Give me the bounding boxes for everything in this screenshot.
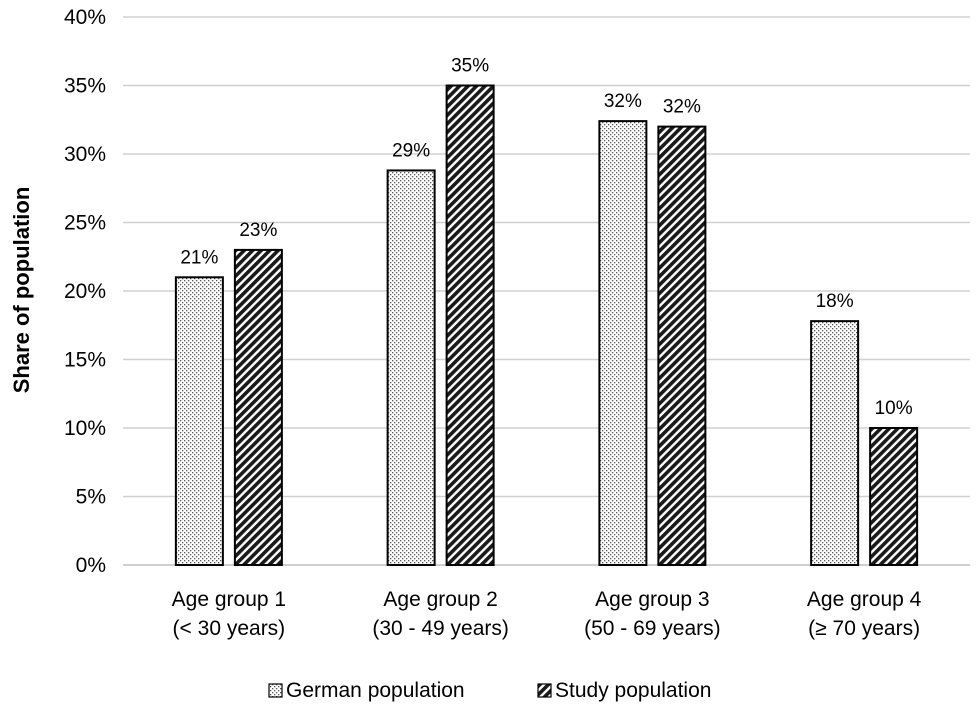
data-label-german-group-1: 21% xyxy=(180,247,218,268)
bar-study-group-3 xyxy=(657,125,707,566)
y-tick-label-1: 5% xyxy=(76,486,106,509)
y-axis-ticks: 0% 5% 10% 15% 20% 25% 30% 35% 40% xyxy=(64,6,106,577)
data-label-german-group-4: 18% xyxy=(816,291,854,312)
category-label-1: Age group 1 xyxy=(172,588,286,611)
data-label-study-group-3: 32% xyxy=(663,97,701,118)
y-axis-label: Share of population xyxy=(9,187,34,394)
legend-label-german: German population xyxy=(286,679,465,702)
bar-german-group-1 xyxy=(174,276,224,566)
legend-swatch-study xyxy=(537,683,552,698)
data-label-german-group-2: 29% xyxy=(392,140,430,161)
bar-study-group-1 xyxy=(233,248,283,566)
bar-study-group-4 xyxy=(869,427,919,566)
category-sublabel-4: (≥ 70 years) xyxy=(808,617,920,640)
bar-german-group-4 xyxy=(810,320,860,567)
data-label-study-group-4: 10% xyxy=(875,398,913,419)
y-tick-label-5: 25% xyxy=(64,212,106,235)
bars xyxy=(174,84,919,567)
x-axis-categories: Age group 1 (< 30 years) Age group 2 (30 - … xyxy=(172,588,922,640)
legend-swatch-german xyxy=(268,683,283,698)
y-tick-label-0: 0% xyxy=(76,554,106,577)
y-tick-label-4: 20% xyxy=(64,280,106,303)
bar-study-group-2 xyxy=(445,84,495,566)
category-label-3: Age group 3 xyxy=(595,588,709,611)
data-label-study-group-1: 23% xyxy=(239,220,277,241)
y-tick-label-7: 35% xyxy=(64,75,106,98)
category-label-2: Age group 2 xyxy=(383,588,497,611)
data-label-study-group-2: 35% xyxy=(451,56,489,77)
bar-german-group-3 xyxy=(598,120,648,567)
y-tick-label-3: 15% xyxy=(64,349,106,372)
category-label-4: Age group 4 xyxy=(807,588,922,611)
legend-label-study: Study population xyxy=(555,679,711,702)
y-tick-label-2: 10% xyxy=(64,417,106,440)
y-tick-label-6: 30% xyxy=(64,143,106,166)
data-label-german-group-3: 32% xyxy=(604,91,642,112)
category-sublabel-3: (50 - 69 years) xyxy=(584,617,721,640)
legend: German population Study population xyxy=(268,679,711,702)
data-labels: 21% 23% 29% 35% 32% 32% 18% 10% xyxy=(180,56,912,420)
category-sublabel-1: (< 30 years) xyxy=(173,617,286,640)
bar-german-group-2 xyxy=(386,169,436,566)
y-tick-label-8: 40% xyxy=(64,6,106,29)
category-sublabel-2: (30 - 49 years) xyxy=(372,617,509,640)
